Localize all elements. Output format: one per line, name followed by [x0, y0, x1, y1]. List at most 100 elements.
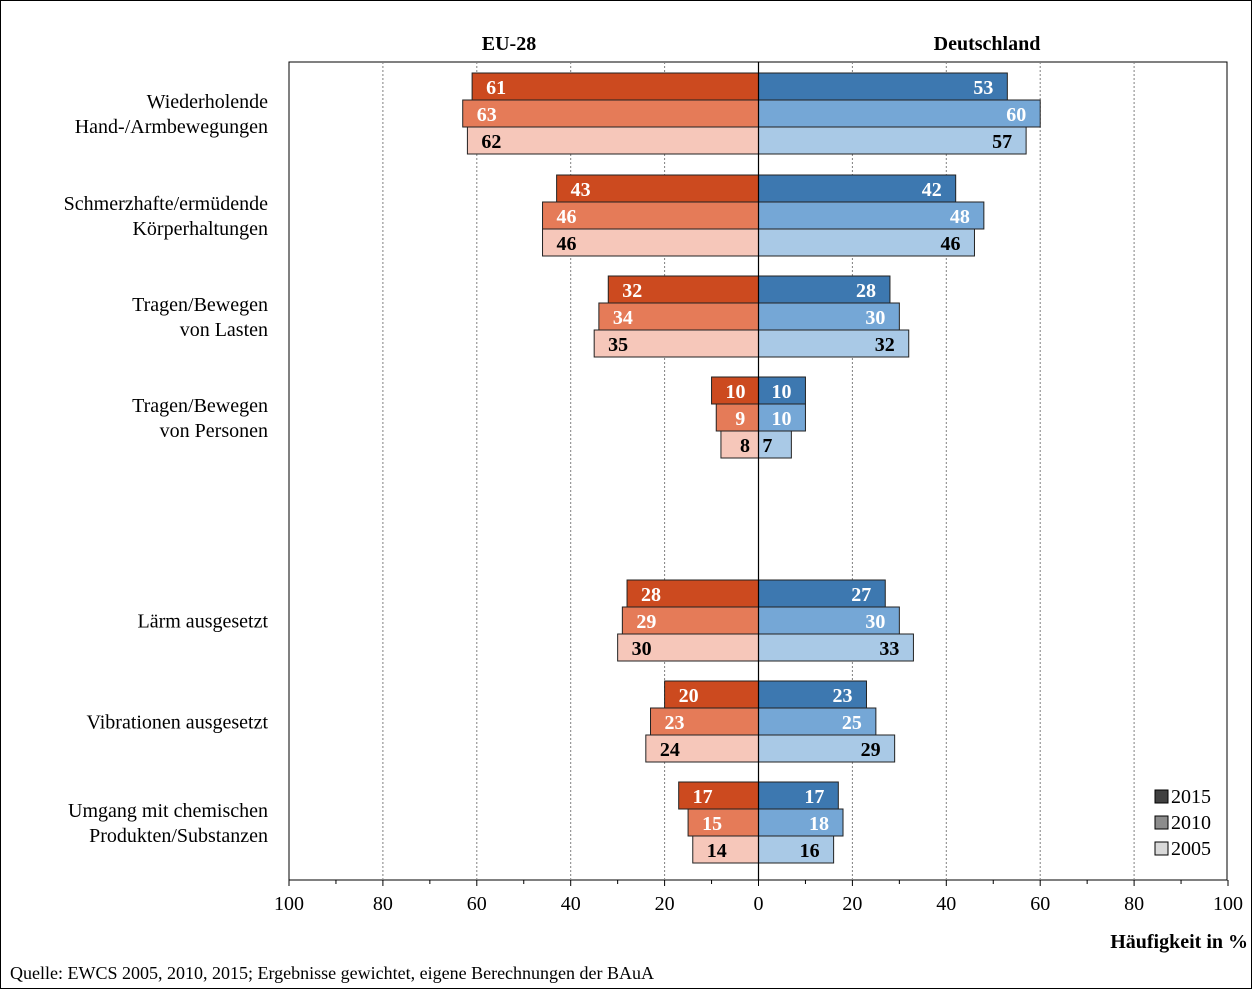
data-label-deutschland: 29 — [861, 739, 881, 761]
data-label-eu28: 46 — [557, 206, 577, 228]
x-tick-label: 100 — [274, 893, 304, 915]
bar-eu28 — [462, 99, 759, 128]
category-label: Schmerzhafte/ermüdende — [64, 193, 268, 215]
data-label-eu28: 62 — [481, 131, 501, 153]
bar-deutschland — [758, 126, 1027, 155]
legend-label: 2005 — [1171, 838, 1211, 860]
category-label: Vibrationen ausgesetzt — [86, 712, 268, 734]
legend-label: 2015 — [1171, 786, 1211, 808]
bar-deutschland — [758, 835, 835, 864]
data-label-deutschland: 33 — [879, 638, 899, 660]
panel-title-eu28: EU-28 — [482, 33, 536, 55]
x-tick-label: 0 — [754, 893, 764, 915]
bar-eu28 — [593, 329, 759, 358]
data-label-eu28: 17 — [693, 786, 713, 808]
bar-deutschland — [758, 174, 957, 203]
data-label-deutschland: 46 — [940, 233, 960, 255]
data-label-deutschland: 27 — [851, 584, 871, 606]
bar-eu28 — [471, 72, 759, 101]
data-label-eu28: 23 — [665, 712, 685, 734]
bar-deutschland — [758, 275, 891, 304]
bar-eu28 — [650, 707, 760, 736]
data-label-deutschland: 25 — [842, 712, 862, 734]
data-label-deutschland: 32 — [875, 334, 895, 356]
bar-eu28 — [542, 201, 760, 230]
source-note: Quelle: EWCS 2005, 2010, 2015; Ergebniss… — [10, 963, 654, 983]
data-label-eu28: 20 — [679, 685, 699, 707]
x-tick-label: 80 — [373, 893, 393, 915]
category-label: von Personen — [160, 420, 268, 442]
bar-deutschland — [758, 680, 867, 709]
data-label-eu28: 34 — [613, 307, 633, 329]
bar-deutschland — [758, 72, 1008, 101]
data-label-eu28: 32 — [622, 280, 642, 302]
data-label-eu28: 14 — [707, 840, 727, 862]
category-label: Wiederholende — [147, 91, 268, 113]
category-label: Tragen/Bewegen — [132, 294, 268, 316]
data-label-eu28: 24 — [660, 739, 680, 761]
x-tick-label: 60 — [467, 893, 487, 915]
data-label-deutschland: 17 — [804, 786, 824, 808]
legend-swatch — [1154, 815, 1169, 830]
data-label-eu28: 61 — [486, 77, 506, 99]
bar-eu28 — [626, 579, 759, 608]
data-label-deutschland: 23 — [832, 685, 852, 707]
x-tick-label: 40 — [936, 893, 956, 915]
data-label-deutschland: 57 — [992, 131, 1012, 153]
category-label: von Lasten — [180, 319, 268, 341]
bar-deutschland — [758, 403, 806, 432]
data-label-eu28: 8 — [740, 435, 750, 457]
data-label-eu28: 10 — [726, 381, 746, 403]
category-label: Produkten/Substanzen — [89, 825, 268, 847]
bar-deutschland — [758, 228, 975, 257]
x-tick-label: 100 — [1213, 893, 1243, 915]
data-label-deutschland: 60 — [1006, 104, 1026, 126]
category-label: Lärm ausgesetzt — [138, 611, 269, 633]
data-label-deutschland: 16 — [800, 840, 820, 862]
bar-deutschland — [758, 302, 900, 331]
data-label-deutschland: 30 — [865, 611, 885, 633]
x-tick-label: 40 — [561, 893, 581, 915]
legend-label: 2010 — [1171, 812, 1211, 834]
bar-deutschland — [758, 99, 1041, 128]
bar-deutschland — [758, 376, 806, 405]
data-label-deutschland: 10 — [771, 408, 791, 430]
bar-eu28 — [556, 174, 759, 203]
bar-eu28 — [720, 430, 760, 459]
data-label-deutschland: 18 — [809, 813, 829, 835]
bar-deutschland — [758, 201, 985, 230]
x-tick-label: 60 — [1030, 893, 1050, 915]
bar-deutschland — [758, 579, 886, 608]
bar-deutschland — [758, 808, 844, 837]
data-label-deutschland: 10 — [771, 381, 791, 403]
data-label-deutschland: 7 — [762, 435, 772, 457]
x-axis-label: Häufigkeit in % — [1110, 931, 1248, 953]
data-label-deutschland: 42 — [922, 179, 942, 201]
data-label-eu28: 28 — [641, 584, 661, 606]
bar-eu28 — [687, 808, 760, 837]
data-label-deutschland: 30 — [865, 307, 885, 329]
data-label-eu28: 30 — [632, 638, 652, 660]
bar-eu28 — [711, 376, 759, 405]
legend-swatch — [1154, 841, 1169, 856]
bar-deutschland — [758, 329, 910, 358]
bar-eu28 — [617, 633, 760, 662]
bar-eu28 — [466, 126, 759, 155]
bar-eu28 — [678, 781, 759, 810]
data-label-deutschland: 53 — [973, 77, 993, 99]
category-label: Umgang mit chemischen — [68, 800, 268, 822]
bar-eu28 — [542, 228, 760, 257]
panel-title-deutschland: Deutschland — [934, 33, 1041, 55]
x-tick-label: 20 — [655, 893, 675, 915]
bar-eu28 — [598, 302, 759, 331]
data-label-eu28: 63 — [477, 104, 497, 126]
bar-eu28 — [664, 680, 759, 709]
data-label-deutschland: 28 — [856, 280, 876, 302]
data-label-eu28: 43 — [571, 179, 591, 201]
x-tick-label: 80 — [1124, 893, 1144, 915]
category-label: Hand-/Armbewegungen — [75, 116, 268, 138]
bar-eu28 — [607, 275, 760, 304]
data-label-deutschland: 48 — [950, 206, 970, 228]
